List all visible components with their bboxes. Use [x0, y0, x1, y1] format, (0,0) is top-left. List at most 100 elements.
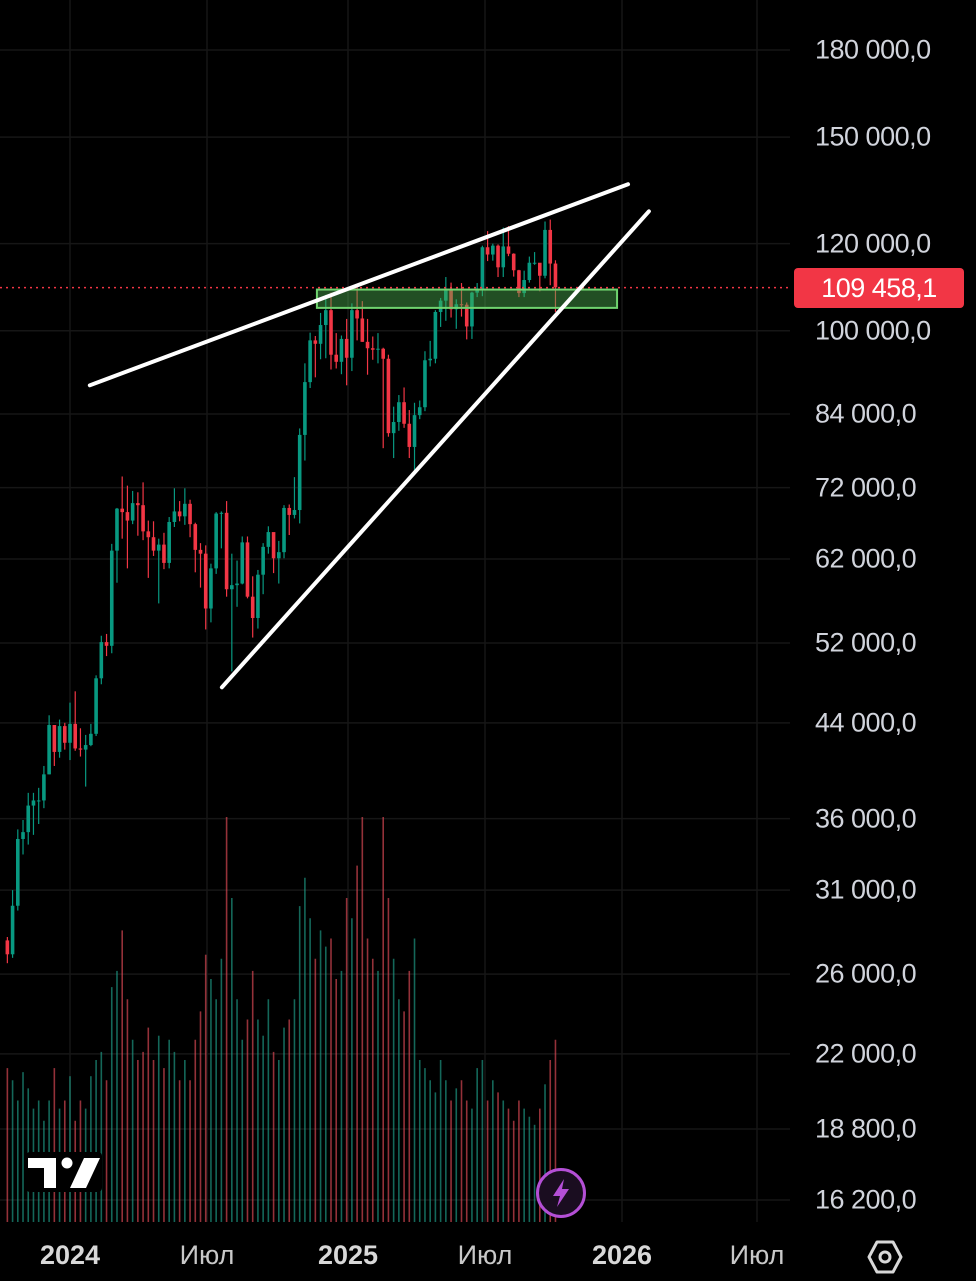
candle-body [177, 511, 182, 517]
candle-body [532, 262, 537, 264]
volume-bar [163, 1068, 165, 1222]
candle [261, 543, 265, 595]
volume-bar [335, 979, 338, 1222]
candle [282, 505, 286, 559]
candle [42, 765, 46, 809]
volume-bar [429, 1080, 431, 1222]
candle-body [193, 524, 198, 550]
candle-body [303, 382, 307, 435]
settings-button[interactable] [866, 1238, 904, 1276]
candle [240, 536, 245, 585]
candle-body [36, 800, 41, 802]
tradingview-logo[interactable] [26, 1152, 102, 1192]
candle [188, 499, 192, 538]
candle [532, 252, 537, 265]
candle-body [141, 505, 145, 532]
candle [16, 829, 20, 911]
candle [214, 512, 218, 574]
candle-body [57, 726, 62, 752]
volume-bar [324, 946, 327, 1222]
candle-body [167, 521, 171, 563]
candle-body [412, 415, 417, 447]
volume-bar [523, 1108, 525, 1222]
price-tick-label: 84 000,0 [815, 398, 917, 429]
candle-body [115, 508, 119, 551]
candle-body [73, 723, 78, 749]
candle [287, 504, 292, 536]
volume-bar [189, 1080, 191, 1222]
candle [423, 351, 427, 412]
candle [407, 410, 412, 459]
candle-body [464, 304, 469, 327]
volume-bar [142, 1051, 144, 1222]
volume-bar [272, 1051, 275, 1222]
candle [57, 719, 62, 758]
candle [183, 488, 187, 525]
candle [303, 363, 307, 461]
candle [323, 294, 328, 359]
candle-body [250, 596, 255, 618]
volume-bar [371, 958, 374, 1222]
candle-body [287, 507, 292, 515]
candle [548, 219, 553, 286]
volume-bar [168, 1039, 170, 1222]
candle-body [517, 270, 521, 294]
candle [292, 477, 297, 519]
candle-body [125, 512, 130, 521]
candle-body [459, 304, 464, 306]
time-tick-label: Июл [179, 1240, 235, 1270]
price-tick-label: 18 800,0 [815, 1113, 917, 1144]
volume-bar [319, 930, 322, 1222]
candle [203, 545, 208, 630]
candle [277, 540, 281, 584]
candle-body [230, 585, 234, 590]
candle-body [480, 247, 485, 289]
price-tick-label: 62 000,0 [815, 543, 917, 574]
candle [21, 819, 25, 855]
candle [115, 507, 119, 583]
volume-bar [147, 1027, 150, 1222]
candle [89, 723, 93, 747]
candle-body [89, 733, 93, 746]
candle-body [381, 348, 385, 359]
candle-body [444, 289, 448, 301]
candle-body [120, 508, 124, 513]
candle [506, 226, 511, 257]
candle-body [491, 245, 495, 255]
candle [209, 563, 213, 623]
upper-trendline [87, 182, 631, 388]
lightning-button[interactable] [536, 1168, 586, 1218]
volume-bar [392, 958, 395, 1222]
volume-bar [293, 999, 296, 1222]
volume-bar [100, 1051, 103, 1222]
candle-body [417, 407, 422, 416]
candle [511, 253, 516, 277]
volume-bar [210, 979, 212, 1222]
price-tick-label: 52 000,0 [815, 627, 917, 658]
candle-body [266, 532, 271, 547]
volume-bar [126, 999, 129, 1222]
candle [553, 260, 558, 312]
candle-body [428, 358, 432, 361]
candle [47, 715, 51, 775]
volume-bar [17, 1100, 19, 1222]
candle-body [454, 304, 459, 310]
volume-bar [184, 1060, 186, 1222]
candle-body [308, 340, 312, 383]
candle [271, 532, 276, 574]
candle [62, 722, 67, 750]
volume-bar [309, 918, 311, 1222]
volume-bar [90, 1076, 92, 1222]
volume-bar [199, 1011, 202, 1222]
volume-bar [361, 817, 364, 1222]
candle-body [99, 642, 104, 679]
candle-body [376, 348, 380, 350]
drawings[interactable] [87, 182, 651, 690]
tradingview-logo-icon [28, 1157, 100, 1188]
candle [120, 476, 124, 539]
candle [245, 536, 250, 599]
volume-bar [507, 1108, 510, 1222]
volume-bar [246, 1019, 249, 1222]
volume-bar [298, 906, 301, 1222]
candle [73, 691, 78, 751]
